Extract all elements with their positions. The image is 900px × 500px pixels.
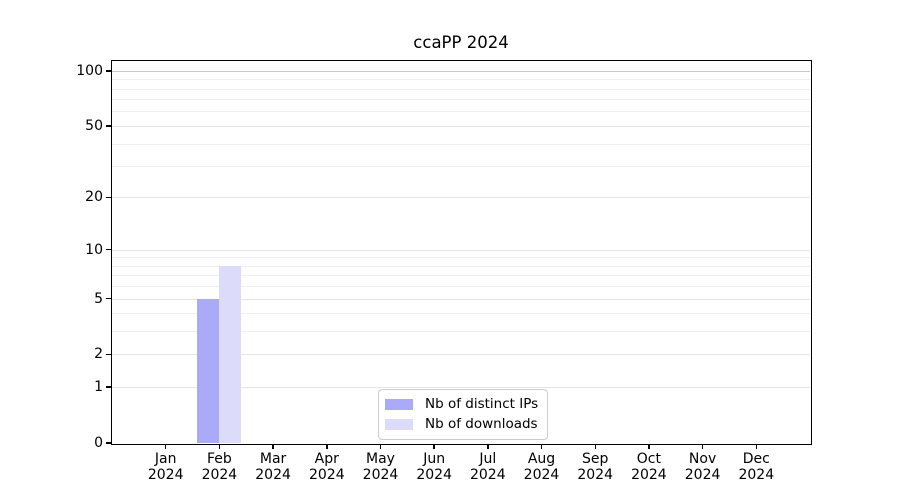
x-axis-tick-month: Oct	[636, 451, 661, 467]
x-axis-tick-month: May	[366, 451, 395, 467]
x-axis-tick-label: Apr 2024	[297, 451, 357, 483]
x-axis-tick-year: 2024	[469, 467, 506, 483]
x-axis-tick-year: 2024	[684, 467, 721, 483]
x-tick-mark	[218, 444, 221, 449]
x-axis-tick-year: 2024	[147, 467, 184, 483]
bar	[219, 265, 242, 443]
y-axis-tick-label: 50	[85, 117, 103, 134]
x-axis-tick-month: Aug	[527, 451, 556, 467]
legend: Nb of distinct IPs Nb of downloads	[378, 389, 549, 440]
y-axis-tick-label: 1	[94, 379, 103, 396]
y-axis-tick-label: 10	[85, 241, 103, 258]
minor-gridline	[112, 79, 810, 81]
x-axis-tick-label: Nov 2024	[673, 451, 733, 483]
x-tick-mark	[272, 444, 274, 449]
x-axis-tick-year: 2024	[738, 467, 775, 483]
x-axis-tick-label: Dec 2024	[726, 451, 786, 483]
x-axis-tick-label: Sep 2024	[565, 451, 625, 483]
y-tick-mark	[105, 248, 111, 251]
x-axis-tick-label: Jul 2024	[458, 451, 518, 483]
major-gridline	[112, 298, 810, 300]
x-axis-tick-month: Jun	[423, 451, 446, 467]
x-axis-tick-label: Jun 2024	[404, 451, 464, 483]
x-tick-mark	[701, 444, 704, 449]
legend-swatch-distinct-ips	[385, 399, 413, 410]
major-gridline	[112, 70, 810, 72]
legend-item-downloads: Nb of downloads	[385, 416, 538, 433]
x-tick-mark	[164, 444, 167, 449]
major-gridline	[112, 249, 810, 251]
x-axis-tick-month: Sep	[581, 451, 609, 467]
y-axis-tick-label: 0	[94, 435, 103, 451]
x-axis-tick-month: Jul	[479, 451, 497, 467]
x-tick-mark	[326, 444, 328, 449]
minor-gridline	[112, 166, 810, 167]
x-axis-tick-label: Oct 2024	[619, 451, 679, 483]
x-axis-tick-year: 2024	[523, 467, 560, 483]
x-tick-mark	[540, 444, 543, 449]
minor-gridline	[112, 143, 810, 145]
y-tick-mark	[105, 125, 111, 127]
y-axis-tick-label: 20	[85, 189, 103, 206]
bar	[197, 298, 220, 443]
x-axis-tick-label: Feb 2024	[189, 451, 249, 483]
x-tick-mark	[594, 444, 596, 449]
x-axis-tick-month: Apr	[314, 451, 339, 467]
major-gridline	[112, 354, 810, 356]
legend-label-downloads: Nb of downloads	[425, 416, 538, 432]
x-axis-tick-month: Mar	[259, 451, 287, 467]
x-axis-tick-year: 2024	[577, 467, 613, 483]
minor-gridline	[112, 257, 810, 259]
y-tick-mark	[105, 196, 111, 199]
minor-gridline	[112, 313, 810, 315]
x-axis-tick-year: 2024	[631, 467, 667, 483]
minor-gridline	[112, 111, 810, 113]
major-gridline	[112, 197, 810, 199]
legend-swatch-downloads	[385, 419, 413, 430]
plot-area: Nb of distinct IPs Nb of downloads	[105, 59, 812, 445]
x-axis-tick-label: May 2024	[351, 451, 411, 483]
minor-gridline	[112, 275, 810, 277]
y-tick-mark	[105, 386, 111, 388]
x-axis-tick-month: Nov	[688, 451, 717, 467]
x-axis-tick-label: Jan 2024	[136, 451, 196, 483]
legend-item-distinct-ips: Nb of distinct IPs	[385, 396, 538, 413]
minor-gridline	[112, 286, 810, 288]
x-axis-tick-month: Feb	[206, 451, 232, 467]
y-axis-tick-label: 100	[76, 62, 103, 79]
major-gridline	[112, 125, 810, 127]
x-axis-tick-year: 2024	[308, 467, 345, 483]
x-axis-tick-label: Mar 2024	[243, 451, 303, 483]
x-axis-tick-label: Aug 2024	[512, 451, 572, 483]
x-axis-tick-year: 2024	[416, 467, 452, 483]
x-tick-mark	[379, 444, 382, 449]
chart-title: ccaPP 2024	[413, 33, 509, 52]
x-tick-mark	[433, 444, 435, 449]
x-axis-tick-year: 2024	[255, 467, 291, 483]
minor-gridline	[112, 88, 810, 90]
major-gridline	[112, 387, 810, 389]
x-axis-tick-month: Dec	[742, 451, 770, 467]
x-tick-mark	[755, 444, 758, 449]
x-axis-tick-year: 2024	[201, 467, 238, 483]
minor-gridline	[112, 99, 810, 101]
y-tick-mark	[105, 70, 111, 72]
x-tick-mark	[648, 444, 650, 449]
y-tick-mark	[105, 442, 111, 444]
x-tick-mark	[487, 444, 489, 449]
minor-gridline	[112, 265, 810, 267]
minor-gridline	[112, 331, 810, 333]
y-tick-mark	[105, 353, 111, 356]
x-axis-tick-year: 2024	[362, 467, 399, 483]
y-axis-tick-label: 5	[94, 290, 103, 307]
y-tick-mark	[105, 297, 111, 300]
x-axis-tick-month: Jan	[154, 451, 177, 467]
legend-label-distinct-ips: Nb of distinct IPs	[425, 396, 539, 412]
y-axis-tick-label: 2	[94, 346, 103, 363]
